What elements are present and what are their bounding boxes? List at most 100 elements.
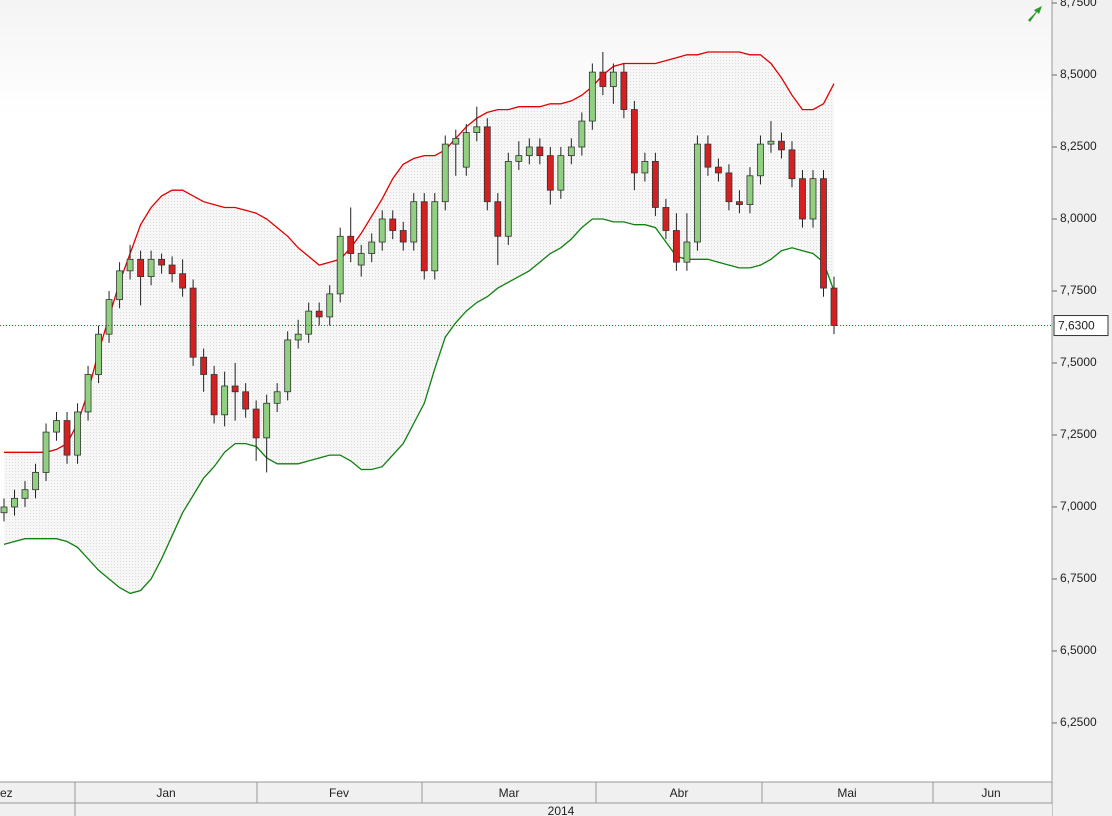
candle-body xyxy=(588,71,596,122)
candle-body xyxy=(494,201,502,237)
candle-body xyxy=(368,241,376,254)
candle-body xyxy=(462,132,470,168)
candle-body xyxy=(704,143,712,168)
candle-body xyxy=(189,287,197,358)
y-axis-panel xyxy=(1052,0,1112,816)
x-tick-label: Jan xyxy=(156,786,175,800)
candle-body xyxy=(242,391,250,410)
y-tick-label: 6,7500 xyxy=(1060,571,1097,585)
y-tick-label: 7,2500 xyxy=(1060,427,1097,441)
y-tick-label: 8,0000 xyxy=(1060,211,1097,225)
y-tick-label: 6,2500 xyxy=(1060,715,1097,729)
candle-body xyxy=(662,207,670,231)
candle-body xyxy=(473,126,481,133)
x-tick-label: Fev xyxy=(329,786,349,800)
candle-body xyxy=(683,241,691,263)
candle-body xyxy=(200,356,208,375)
candle-body xyxy=(799,178,806,220)
candle-body xyxy=(609,71,617,87)
y-tick-label: 6,5000 xyxy=(1060,643,1097,657)
candle-body xyxy=(179,273,187,289)
candle-body xyxy=(168,264,176,275)
band-fill xyxy=(4,52,834,594)
candle-body xyxy=(378,218,386,243)
candle-body xyxy=(820,178,827,289)
x-year-label: 2014 xyxy=(548,804,575,816)
current-price-box xyxy=(1053,315,1109,337)
candle-body xyxy=(357,253,365,266)
candle-body xyxy=(221,385,229,416)
candle-body xyxy=(63,420,71,456)
candle-body xyxy=(21,489,29,499)
candle-body xyxy=(32,472,39,491)
candle-body xyxy=(515,155,523,162)
candle-body xyxy=(715,166,722,174)
candle-body xyxy=(273,391,281,404)
candle-body xyxy=(830,287,838,326)
candle-body xyxy=(305,310,313,335)
candle-body xyxy=(725,172,733,203)
trend-icon xyxy=(1028,6,1042,22)
current-price-label: 7,6300 xyxy=(1058,319,1095,333)
x-tick-label: ez xyxy=(0,786,13,800)
candle-body xyxy=(347,235,355,254)
candle-body xyxy=(788,149,796,180)
candle-body xyxy=(326,293,334,318)
candle-body xyxy=(578,120,586,148)
candle-body xyxy=(336,235,344,295)
y-tick-label: 8,2500 xyxy=(1060,139,1097,153)
candle-body xyxy=(252,408,260,439)
y-tick-label: 8,5000 xyxy=(1060,67,1097,81)
candle-body xyxy=(263,402,271,439)
candle-body xyxy=(452,137,460,145)
candle-body xyxy=(736,201,743,205)
candle-body xyxy=(431,201,439,272)
candle-body xyxy=(74,411,81,456)
candle-body xyxy=(315,310,323,318)
candle-body xyxy=(84,374,92,413)
band-line xyxy=(3,218,835,595)
candle-body xyxy=(620,71,628,110)
candle-body xyxy=(767,140,775,145)
x-tick-label: Mai xyxy=(837,786,856,800)
candle-body xyxy=(420,201,428,272)
candle-body xyxy=(694,143,701,243)
candle-body xyxy=(210,374,218,416)
x-tick-label: Jun xyxy=(981,786,1000,800)
candle-body xyxy=(116,270,123,301)
candle-body xyxy=(137,258,144,277)
candle-body xyxy=(809,178,817,220)
candle-body xyxy=(567,146,575,157)
candle-body xyxy=(158,258,165,266)
candle-body xyxy=(147,258,155,277)
candle-body xyxy=(546,155,554,191)
y-tick-label: 8,7500 xyxy=(1060,0,1097,9)
candle-body xyxy=(53,420,60,433)
candle-body xyxy=(630,109,638,174)
candle-body xyxy=(757,143,764,177)
candle-body xyxy=(42,431,50,473)
candle-body xyxy=(599,71,607,87)
candle-body xyxy=(410,201,418,243)
band-line xyxy=(4,51,835,453)
y-tick-label: 7,0000 xyxy=(1060,499,1097,513)
candle-body xyxy=(483,126,491,203)
candle-body xyxy=(557,155,565,191)
candle-body xyxy=(399,230,407,243)
candle-body xyxy=(126,258,134,272)
x-tick-label: Abr xyxy=(670,786,689,800)
candle-body xyxy=(95,333,102,375)
candle-body xyxy=(525,146,533,157)
candle-body xyxy=(673,230,680,263)
candle-body xyxy=(651,160,659,208)
y-tick-label: 7,5000 xyxy=(1060,355,1097,369)
y-tick-label: 7,7500 xyxy=(1060,283,1097,297)
candle-body xyxy=(294,333,302,341)
candle-body xyxy=(0,506,8,514)
candle-body xyxy=(105,299,113,335)
candle-body xyxy=(389,218,397,231)
candle-body xyxy=(536,146,544,157)
candle-body xyxy=(441,143,449,203)
candle-body xyxy=(778,140,785,151)
